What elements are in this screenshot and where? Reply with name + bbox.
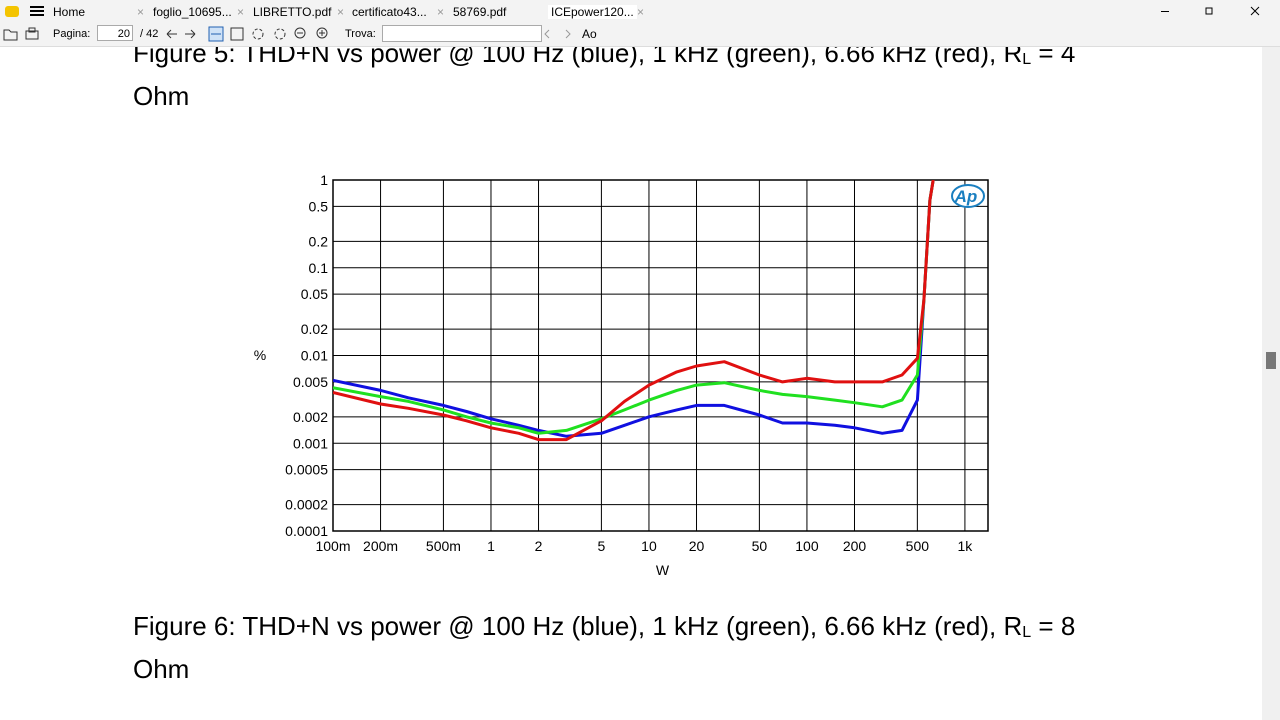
- caption-tail: = 8 Ohm: [133, 611, 1076, 684]
- x-tick-label: 10: [641, 538, 657, 554]
- logo: Ap: [954, 187, 978, 206]
- y-tick-label: 0.001: [293, 435, 328, 451]
- plot-lines: [333, 180, 935, 442]
- x-tick-label: 100: [795, 538, 819, 554]
- x-tick-label: 1: [487, 538, 495, 554]
- y-tick-label: 0.1: [309, 260, 329, 276]
- y-tick-label: 0.5: [309, 198, 329, 214]
- x-tick-label: 1k: [958, 538, 974, 554]
- page-input[interactable]: 20: [97, 25, 133, 41]
- plot-frame: [332, 179, 989, 532]
- page-label: Pagina:: [53, 28, 91, 40]
- x-tick-label: 200: [843, 538, 867, 554]
- x-tick-label: 2: [535, 538, 543, 554]
- tab[interactable]: LIBRETTO.pdf: [253, 5, 332, 19]
- x-tick-label: 5: [598, 538, 606, 554]
- page-total: / 42: [140, 28, 159, 40]
- find-label: Trova:: [345, 28, 376, 40]
- y-tick-label: 0.0002: [285, 497, 328, 513]
- y-axis-label: %: [254, 347, 266, 363]
- scrollbar[interactable]: [1262, 47, 1280, 720]
- tab[interactable]: certificato43...: [352, 5, 427, 19]
- logo-ring: [951, 184, 985, 208]
- view-icons[interactable]: [163, 23, 343, 46]
- series-line: [333, 180, 935, 442]
- app-icons: [5, 6, 44, 17]
- toolbar: Pagina: 20 / 42 Trova: Ao: [0, 23, 1280, 47]
- x-tick-label: 100m: [315, 538, 350, 554]
- x-tick-label: 200m: [363, 538, 398, 554]
- tab-active[interactable]: ICEpower120...: [548, 5, 637, 19]
- y-tick-label: 0.0005: [285, 462, 328, 478]
- x-axis-label: W: [656, 562, 670, 578]
- tab[interactable]: foglio_10695...: [153, 5, 232, 19]
- caption-text: Figure 6: THD+N vs power @ 100 Hz (blue)…: [133, 611, 1023, 641]
- y-tick-label: 0.01: [301, 348, 328, 364]
- find-input[interactable]: [382, 25, 542, 42]
- y-tick-label: 0.002: [293, 409, 328, 425]
- x-tick-label: 50: [752, 538, 768, 554]
- y-tick-label: 0.2: [309, 233, 329, 249]
- y-tick-label: 0.02: [301, 321, 328, 337]
- chart: 100m 200m 500m 1 2 5 10 20 50 100 200 500 1k 1 0.5 0.2 0…: [254, 172, 989, 578]
- find-arrows[interactable]: [540, 23, 580, 46]
- caption-tail: = 4 Ohm: [133, 47, 1076, 111]
- tab[interactable]: Home: [53, 5, 86, 19]
- y-tick-label: 0.05: [301, 286, 328, 302]
- caption-sub: L: [1022, 624, 1032, 641]
- tab-bar: Home × foglio_10695... × LIBRETTO.pdf × cer…: [0, 0, 1280, 23]
- file-icons[interactable]: [0, 23, 48, 46]
- caption-sub: L: [1022, 51, 1032, 68]
- window-controls[interactable]: [1150, 0, 1280, 23]
- match-case[interactable]: Ao: [582, 27, 597, 41]
- caption-text: Figure 5: THD+N vs power @ 100 Hz (blue)…: [133, 47, 1023, 68]
- x-tick-label: 500m: [426, 538, 461, 554]
- figure-caption: Figure 6: THD+N vs power @ 100 Hz (blue)…: [133, 608, 1108, 687]
- series-line: [333, 180, 935, 435]
- figure-caption: Figure 5: THD+N vs power @ 100 Hz (blue)…: [133, 47, 1108, 114]
- document-page: Figure 5: THD+N vs power @ 100 Hz (blue)…: [0, 47, 1262, 720]
- y-tick-label: 0.005: [293, 374, 328, 390]
- x-tick-label: 20: [689, 538, 705, 554]
- x-tick-label: 500: [906, 538, 930, 554]
- series-line: [333, 180, 935, 438]
- tab[interactable]: 58769.pdf: [453, 5, 507, 19]
- y-tick-label: 1: [320, 172, 328, 188]
- y-tick-label: 0.0001: [285, 523, 328, 539]
